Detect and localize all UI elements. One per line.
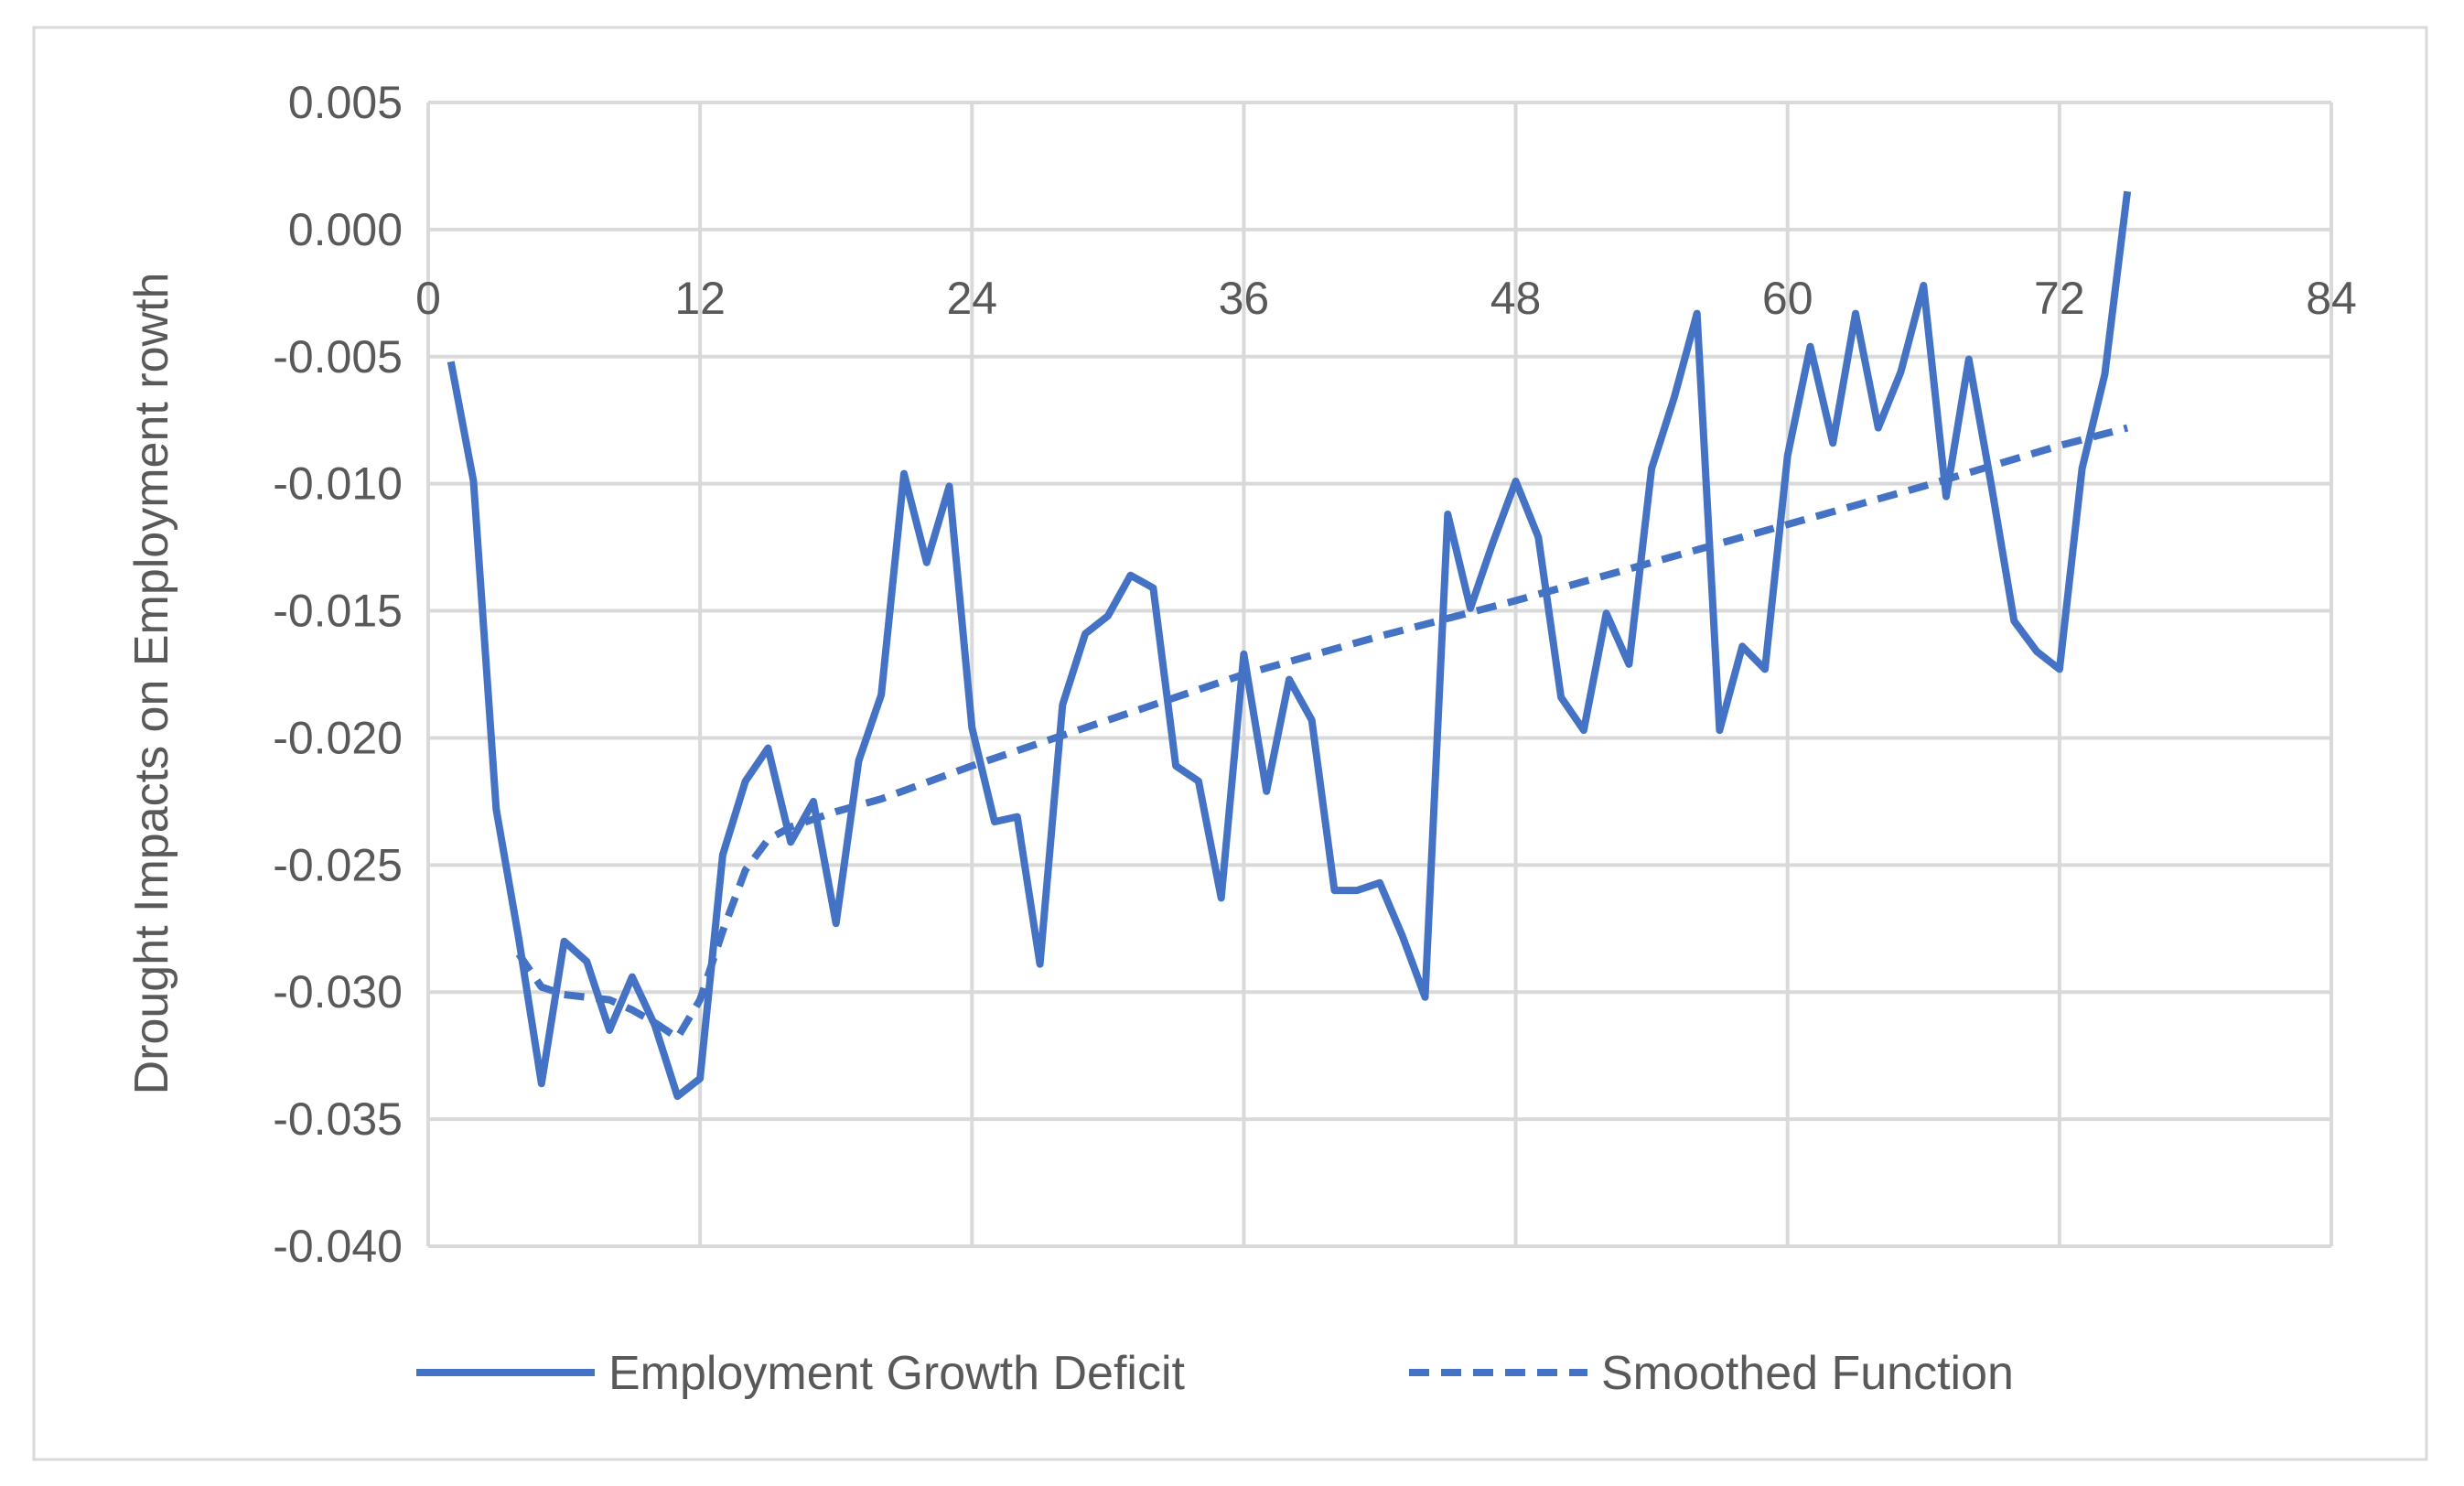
legend-label-smoothed-function: Smoothed Function [1601,1347,2014,1400]
y-axis-label: Drought Impacts on Employment rowth [125,273,178,1095]
series-line-employment-growth-deficit [447,190,2132,1101]
x-tick-label: 36 [1219,273,1270,324]
y-tick-label: 0.005 [288,77,403,128]
y-axis-tick-labels: 0.005 0.000 -0.005 -0.010 -0.015 -0.020 -0.025… [273,77,403,1272]
x-tick-label: 0 [415,273,441,324]
x-tick-label: 24 [946,273,997,324]
grid-lines [426,101,2333,1248]
y-tick-label: -0.005 [273,331,403,382]
x-tick-label: 72 [2034,273,2085,324]
y-tick-label: -0.025 [273,839,403,890]
chart-frame [32,26,2428,1461]
x-tick-label: 84 [2306,273,2357,324]
series-line-smoothed-function [515,424,2129,1042]
data-series [447,190,2132,1101]
x-tick-label: 60 [1762,273,1813,324]
y-tick-label: -0.020 [273,712,403,763]
legend-label-employment-growth-deficit: Employment Growth Deficit [608,1347,1186,1400]
y-tick-label: -0.035 [273,1093,403,1145]
y-tick-label: -0.015 [273,586,403,637]
x-tick-label: 12 [674,273,726,324]
y-tick-label: -0.030 [273,966,403,1018]
x-tick-label: 48 [1490,273,1542,324]
x-axis-tick-labels: 0 12 24 36 48 60 72 84 [415,273,2357,324]
legend: Employment Growth Deficit Smoothed Functi… [416,1347,2014,1400]
y-tick-label: -0.010 [273,458,403,510]
y-tick-label: -0.040 [273,1221,403,1272]
y-tick-label: 0.000 [288,204,403,255]
